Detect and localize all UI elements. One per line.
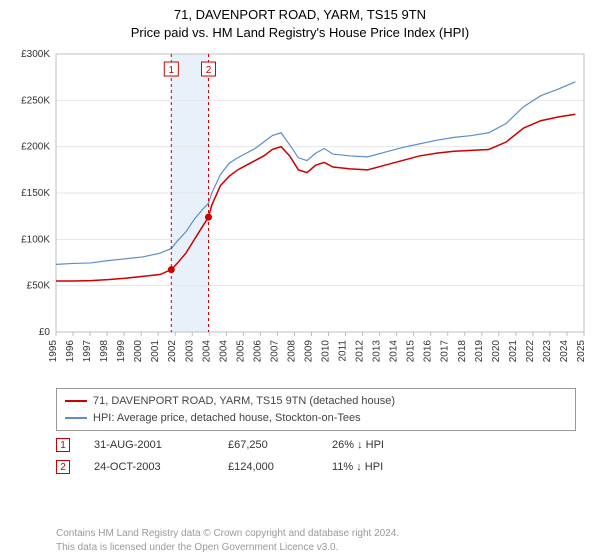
sale-hpi-delta: 26% ↓ HPI	[332, 439, 422, 451]
svg-text:2024: 2024	[559, 340, 570, 363]
svg-text:£50K: £50K	[27, 281, 51, 292]
svg-text:2008: 2008	[286, 340, 297, 363]
svg-text:2009: 2009	[303, 340, 314, 363]
sale-hpi-delta: 11% ↓ HPI	[332, 461, 422, 473]
svg-text:2014: 2014	[389, 340, 400, 363]
svg-text:2019: 2019	[474, 340, 485, 363]
svg-text:2023: 2023	[542, 340, 553, 363]
legend: 71, DAVENPORT ROAD, YARM, TS15 9TN (deta…	[56, 388, 576, 431]
sales-list: 1 31-AUG-2001 £67,250 26% ↓ HPI 2 24-OCT…	[56, 432, 576, 476]
sale-marker-icon: 1	[56, 438, 70, 452]
legend-swatch-price	[65, 400, 87, 402]
svg-text:2012: 2012	[355, 340, 366, 363]
sale-date: 24-OCT-2003	[94, 461, 204, 473]
sale-marker-icon: 2	[56, 460, 70, 474]
svg-text:2016: 2016	[423, 340, 434, 363]
sale-price: £124,000	[228, 461, 308, 473]
svg-text:2021: 2021	[508, 340, 519, 363]
footer-line: Contains HM Land Registry data © Crown c…	[56, 527, 576, 541]
sale-date: 31-AUG-2001	[94, 439, 204, 451]
legend-row: 71, DAVENPORT ROAD, YARM, TS15 9TN (deta…	[65, 393, 567, 410]
svg-text:2018: 2018	[457, 340, 468, 363]
svg-text:2010: 2010	[321, 340, 332, 363]
svg-text:1995: 1995	[48, 340, 59, 363]
sale-row: 2 24-OCT-2003 £124,000 11% ↓ HPI	[56, 454, 576, 476]
sale-price: £67,250	[228, 439, 308, 451]
svg-text:1998: 1998	[99, 340, 110, 363]
svg-text:2004: 2004	[218, 340, 229, 363]
legend-label: HPI: Average price, detached house, Stoc…	[93, 410, 361, 427]
legend-swatch-hpi	[65, 417, 87, 419]
svg-text:2017: 2017	[440, 340, 451, 363]
svg-text:2003: 2003	[184, 340, 195, 363]
svg-text:£0: £0	[39, 327, 51, 338]
svg-text:£200K: £200K	[21, 142, 50, 153]
footer-note: Contains HM Land Registry data © Crown c…	[56, 527, 576, 554]
price-chart: £0 £50K £100K £150K £200K £250K £300K 1995 1996 1…	[8, 48, 592, 378]
svg-text:2015: 2015	[406, 340, 417, 363]
svg-text:2002: 2002	[167, 340, 178, 363]
svg-text:2: 2	[206, 65, 212, 76]
svg-text:2025: 2025	[576, 340, 587, 363]
svg-text:2007: 2007	[269, 340, 280, 363]
svg-text:£100K: £100K	[21, 234, 50, 245]
svg-text:2013: 2013	[372, 340, 383, 363]
chart-svg: £0 £50K £100K £150K £200K £250K £300K 1995 1996 1…	[8, 48, 592, 378]
svg-text:£150K: £150K	[21, 188, 50, 199]
svg-text:2005: 2005	[235, 340, 246, 363]
svg-text:1999: 1999	[116, 340, 127, 363]
svg-text:£250K: £250K	[21, 95, 50, 106]
legend-label: 71, DAVENPORT ROAD, YARM, TS15 9TN (deta…	[93, 393, 395, 410]
svg-text:2004: 2004	[201, 340, 212, 363]
svg-text:2011: 2011	[338, 340, 349, 362]
svg-text:2006: 2006	[252, 340, 263, 363]
sale-row: 1 31-AUG-2001 £67,250 26% ↓ HPI	[56, 432, 576, 454]
svg-text:2022: 2022	[525, 340, 536, 363]
svg-text:2020: 2020	[491, 340, 502, 363]
page-subtitle: Price paid vs. HM Land Registry's House …	[0, 24, 600, 42]
legend-row: HPI: Average price, detached house, Stoc…	[65, 410, 567, 427]
svg-text:1: 1	[169, 65, 175, 76]
svg-text:1997: 1997	[82, 340, 93, 363]
page-title: 71, DAVENPORT ROAD, YARM, TS15 9TN	[0, 6, 600, 24]
svg-text:1996: 1996	[65, 340, 76, 363]
svg-text:2001: 2001	[150, 340, 161, 363]
footer-line: This data is licensed under the Open Gov…	[56, 541, 576, 555]
svg-text:2000: 2000	[133, 340, 144, 363]
svg-text:£300K: £300K	[21, 49, 50, 60]
